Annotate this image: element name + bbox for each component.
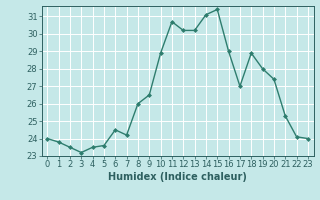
X-axis label: Humidex (Indice chaleur): Humidex (Indice chaleur)	[108, 172, 247, 182]
